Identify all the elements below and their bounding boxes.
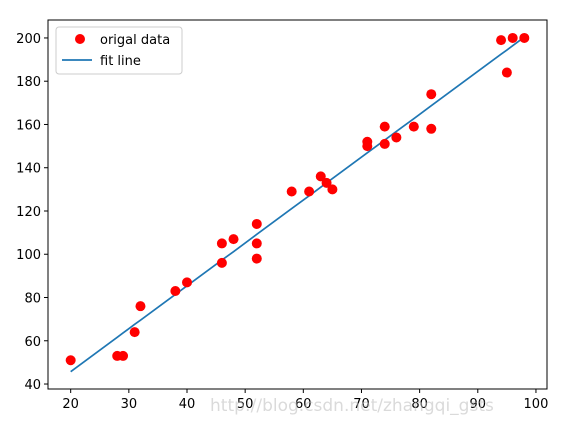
- data-point: [129, 327, 140, 338]
- x-tick-label: 70: [353, 397, 370, 412]
- y-tick-label: 120: [16, 205, 41, 220]
- data-point: [216, 238, 227, 249]
- y-tick-label: 140: [16, 162, 41, 177]
- axes-frame: [47, 19, 548, 390]
- data-point: [426, 89, 437, 100]
- legend-label-points: origal data: [100, 33, 170, 48]
- data-point: [228, 234, 239, 245]
- legend-box: [55, 26, 183, 75]
- x-tick-label: 20: [62, 397, 79, 412]
- data-point: [519, 32, 530, 43]
- x-tick-label: 80: [411, 397, 428, 412]
- x-tick-label: 60: [295, 397, 312, 412]
- y-tick-label: 60: [24, 335, 41, 350]
- data-point: [379, 138, 390, 149]
- legend: origal data fit line: [55, 26, 183, 75]
- x-tick-label: 100: [524, 397, 549, 412]
- data-point: [181, 277, 192, 288]
- data-point: [315, 171, 326, 182]
- data-point: [251, 238, 262, 249]
- data-point: [362, 141, 373, 152]
- data-point: [426, 123, 437, 134]
- x-tick-label: 30: [121, 397, 138, 412]
- data-point: [507, 32, 518, 43]
- data-point: [286, 186, 297, 197]
- legend-label-line: fit line: [100, 54, 141, 69]
- data-point: [496, 35, 507, 46]
- y-tick-label: 160: [16, 118, 41, 133]
- data-point: [118, 350, 129, 361]
- data-point: [391, 132, 402, 143]
- data-point: [65, 355, 76, 366]
- plot-area: [47, 19, 548, 390]
- data-point: [304, 186, 315, 197]
- data-point: [251, 218, 262, 229]
- fit-line-series: [70, 36, 525, 373]
- y-tick-label: 200: [16, 32, 41, 47]
- legend-marker-points: [75, 34, 85, 44]
- data-point: [251, 253, 262, 264]
- fit-line: [70, 36, 525, 373]
- y-tick-label: 180: [16, 75, 41, 90]
- data-point: [135, 301, 146, 312]
- x-tick-label: 40: [179, 397, 196, 412]
- data-point: [170, 286, 181, 297]
- x-tick-label: 90: [470, 397, 487, 412]
- y-tick-label: 40: [24, 378, 41, 393]
- data-point: [501, 67, 512, 78]
- x-axis: 20 30 40 50 60 70 80 90 100: [62, 389, 548, 412]
- data-point: [408, 121, 419, 132]
- data-point: [327, 184, 338, 195]
- watermark: http://blog.csdn.net/zhangqi_gsts: [210, 396, 494, 416]
- data-points-series: [65, 32, 530, 366]
- y-axis: 40 60 80 100 120 140 160 180 200: [16, 32, 48, 393]
- y-tick-label: 80: [24, 292, 41, 307]
- x-tick-label: 50: [237, 397, 254, 412]
- data-point: [216, 257, 227, 268]
- data-point: [321, 177, 332, 188]
- y-tick-label: 100: [16, 248, 41, 263]
- data-point: [379, 121, 390, 132]
